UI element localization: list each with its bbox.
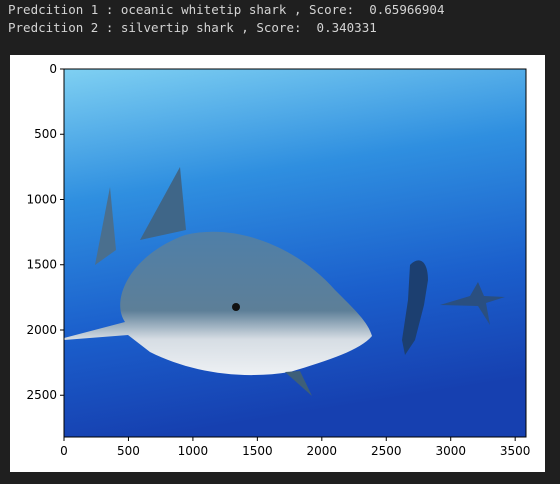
diver (402, 260, 428, 355)
x-tick-label: 1500 (242, 444, 273, 458)
x-tick-label: 3000 (435, 444, 466, 458)
tail-fin (95, 187, 116, 265)
dorsal-fin (140, 167, 186, 240)
y-tick-label: 2500 (26, 388, 57, 402)
image (64, 69, 526, 437)
x-tick-label: 2500 (371, 444, 402, 458)
shark (64, 231, 372, 376)
y-tick-label: 2000 (26, 323, 57, 337)
sea (64, 69, 526, 437)
y-tick-label: 500 (34, 127, 57, 141)
y-tick-label: 0 (49, 62, 57, 76)
axes-frame (63, 68, 527, 438)
shark-eye (232, 303, 240, 311)
pectoral-fin (285, 371, 312, 396)
x-tick-label: 1000 (178, 444, 209, 458)
distant-shark (440, 282, 505, 325)
x-tick-label: 2000 (307, 444, 338, 458)
output-line: Predcition 1 : oceanic whitetip shark , … (8, 2, 445, 17)
x-tick-label: 0 (60, 444, 68, 458)
x-tick-label: 500 (117, 444, 140, 458)
x-tick-label: 3500 (500, 444, 531, 458)
output-line: Predcition 2 : silvertip shark , Score: … (8, 20, 377, 35)
y-tick-label: 1000 (26, 192, 57, 206)
y-tick-label: 1500 (26, 258, 57, 272)
